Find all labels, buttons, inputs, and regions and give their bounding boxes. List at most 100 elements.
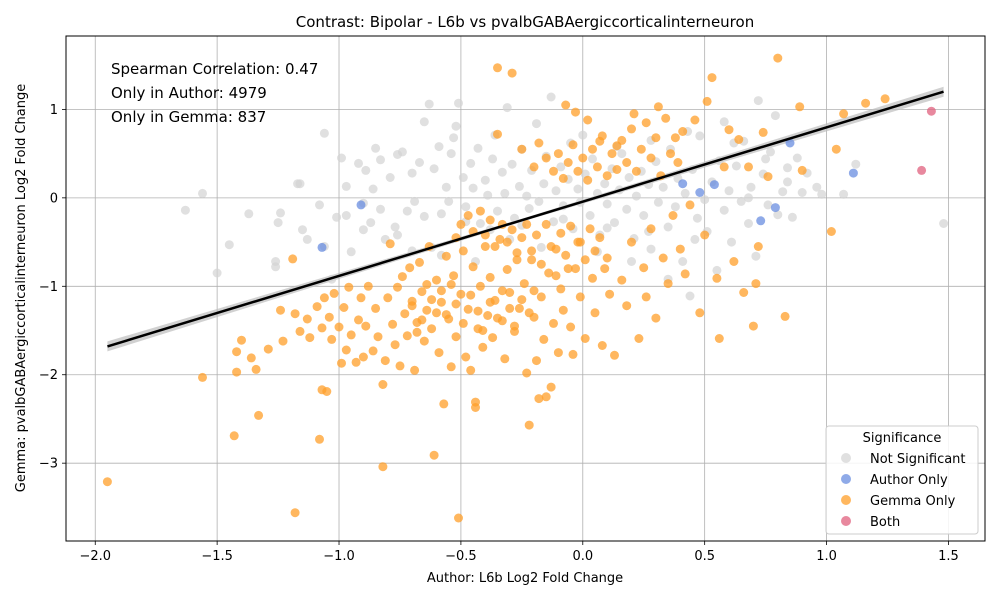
point-gemma-only — [446, 280, 456, 289]
point-not-significant — [424, 99, 434, 109]
point-not-significant — [493, 206, 502, 216]
point-not-significant — [390, 222, 400, 232]
point-gemma-only — [229, 431, 239, 441]
point-gemma-only — [263, 344, 273, 354]
point-not-significant — [419, 211, 429, 221]
point-gemma-only — [246, 353, 256, 363]
point-gemma-only — [278, 336, 288, 346]
point-gemma-only — [451, 332, 461, 342]
point-gemma-only — [514, 303, 524, 313]
point-gemma-only — [446, 362, 456, 372]
point-gemma-only — [666, 149, 675, 159]
point-gemma-only — [436, 297, 446, 307]
point-not-significant — [646, 244, 656, 254]
point-not-significant — [302, 234, 312, 244]
point-gemma-only — [578, 153, 588, 163]
point-not-significant — [602, 223, 612, 233]
point-gemma-only — [524, 308, 534, 318]
point-gemma-only — [729, 257, 739, 266]
point-gemma-only — [451, 299, 461, 309]
point-gemma-only — [432, 308, 441, 318]
point-gemma-only — [478, 342, 488, 352]
point-gemma-only — [329, 288, 339, 298]
point-gemma-only — [493, 313, 502, 323]
point-gemma-only — [507, 225, 517, 235]
point-gemma-only — [661, 113, 671, 123]
point-gemma-only — [839, 109, 849, 119]
point-not-significant — [271, 257, 281, 266]
point-gemma-only — [458, 318, 468, 328]
point-gemma-only — [597, 131, 607, 141]
point-gemma-only — [575, 292, 585, 302]
point-not-significant — [368, 184, 378, 194]
point-not-significant — [653, 197, 663, 207]
point-gemma-only — [449, 271, 459, 281]
point-gemma-only — [536, 292, 546, 302]
point-gemma-only — [490, 242, 500, 251]
point-gemma-only — [512, 248, 522, 258]
point-not-significant — [480, 175, 490, 185]
point-gemma-only — [356, 293, 366, 303]
point-gemma-only — [532, 356, 541, 366]
point-gemma-only — [519, 279, 529, 289]
point-gemma-only — [634, 334, 644, 343]
point-not-significant — [585, 211, 595, 220]
point-gemma-only — [646, 224, 656, 234]
point-gemma-only — [380, 356, 390, 366]
point-not-significant — [341, 181, 351, 191]
point-gemma-only — [700, 230, 710, 240]
point-not-significant — [434, 142, 444, 152]
annotation-spearman: Spearman Correlation: 0.47 — [111, 60, 318, 78]
point-gemma-only — [622, 158, 632, 167]
point-gemma-only — [724, 125, 734, 135]
point-gemma-only — [371, 303, 381, 313]
point-gemma-only — [368, 346, 378, 356]
point-gemma-only — [502, 265, 512, 274]
x-axis-title: Author: L6b Log2 Fold Change — [427, 571, 623, 586]
point-gemma-only — [417, 315, 427, 325]
point-not-significant — [539, 179, 549, 189]
point-author-only — [756, 216, 766, 226]
series-author-only — [317, 138, 858, 252]
point-gemma-only — [695, 308, 705, 318]
point-gemma-only — [605, 289, 615, 299]
point-gemma-only — [580, 334, 590, 343]
point-gemma-only — [558, 173, 568, 183]
point-gemma-only — [422, 280, 432, 289]
point-not-significant — [534, 196, 544, 206]
point-not-significant — [558, 214, 568, 224]
point-gemma-only — [602, 171, 612, 181]
point-gemma-only — [505, 303, 515, 313]
point-gemma-only — [488, 333, 498, 343]
point-gemma-only — [546, 242, 556, 251]
point-gemma-only — [463, 211, 473, 220]
point-gemma-only — [549, 166, 558, 176]
legend-marker-gemma-only — [841, 495, 851, 505]
regression-layer — [107, 90, 944, 348]
point-gemma-only — [739, 288, 749, 297]
point-gemma-only — [322, 387, 332, 396]
point-gemma-only — [415, 257, 424, 267]
point-gemma-only — [441, 310, 451, 320]
point-gemma-only — [319, 293, 329, 303]
point-gemma-only — [324, 312, 334, 322]
point-not-significant — [198, 188, 207, 198]
point-gemma-only — [622, 301, 632, 311]
point-gemma-only — [680, 269, 690, 279]
point-gemma-only — [546, 382, 556, 392]
point-gemma-only — [361, 321, 371, 331]
point-gemma-only — [556, 284, 566, 294]
x-tick-label: −1.5 — [201, 549, 233, 564]
point-not-significant — [753, 96, 763, 106]
point-not-significant — [744, 193, 753, 203]
point-gemma-only — [454, 513, 463, 523]
point-not-significant — [461, 202, 471, 212]
point-gemma-only — [588, 144, 597, 154]
point-gemma-only — [427, 324, 437, 334]
point-not-significant — [276, 208, 285, 218]
point-gemma-only — [668, 211, 678, 220]
point-both — [917, 165, 927, 175]
point-not-significant — [787, 212, 797, 222]
point-gemma-only — [690, 115, 700, 125]
x-tick-label: 0.0 — [572, 549, 593, 564]
